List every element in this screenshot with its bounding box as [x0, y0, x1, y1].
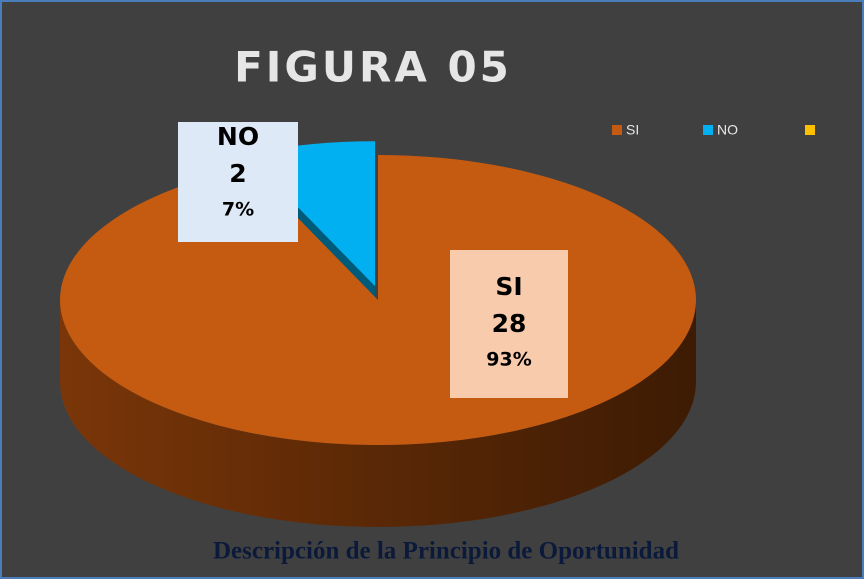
legend-label: SI	[626, 122, 639, 138]
legend-label: NO	[717, 122, 738, 138]
legend-swatch	[805, 125, 815, 135]
legend-swatch	[612, 125, 622, 135]
slice-side	[60, 300, 696, 527]
data-label-percent: 7%	[222, 199, 254, 221]
data-label-box	[178, 122, 298, 242]
data-labels: SI 28 93% NO 2 7%	[178, 122, 568, 398]
data-label-value: 2	[229, 159, 246, 188]
data-label-category: SI	[495, 272, 522, 301]
legend-swatch	[703, 125, 713, 135]
data-label-box	[450, 250, 568, 398]
pie	[59, 141, 696, 527]
legend: SI NO	[612, 122, 815, 138]
chart-title: FIGURA 05	[234, 43, 512, 92]
data-label-category: NO	[217, 122, 259, 151]
caption: Descripción de la Principio de Oportunid…	[213, 538, 679, 565]
data-label-percent: 93%	[486, 349, 531, 371]
data-label-value: 28	[492, 309, 527, 338]
